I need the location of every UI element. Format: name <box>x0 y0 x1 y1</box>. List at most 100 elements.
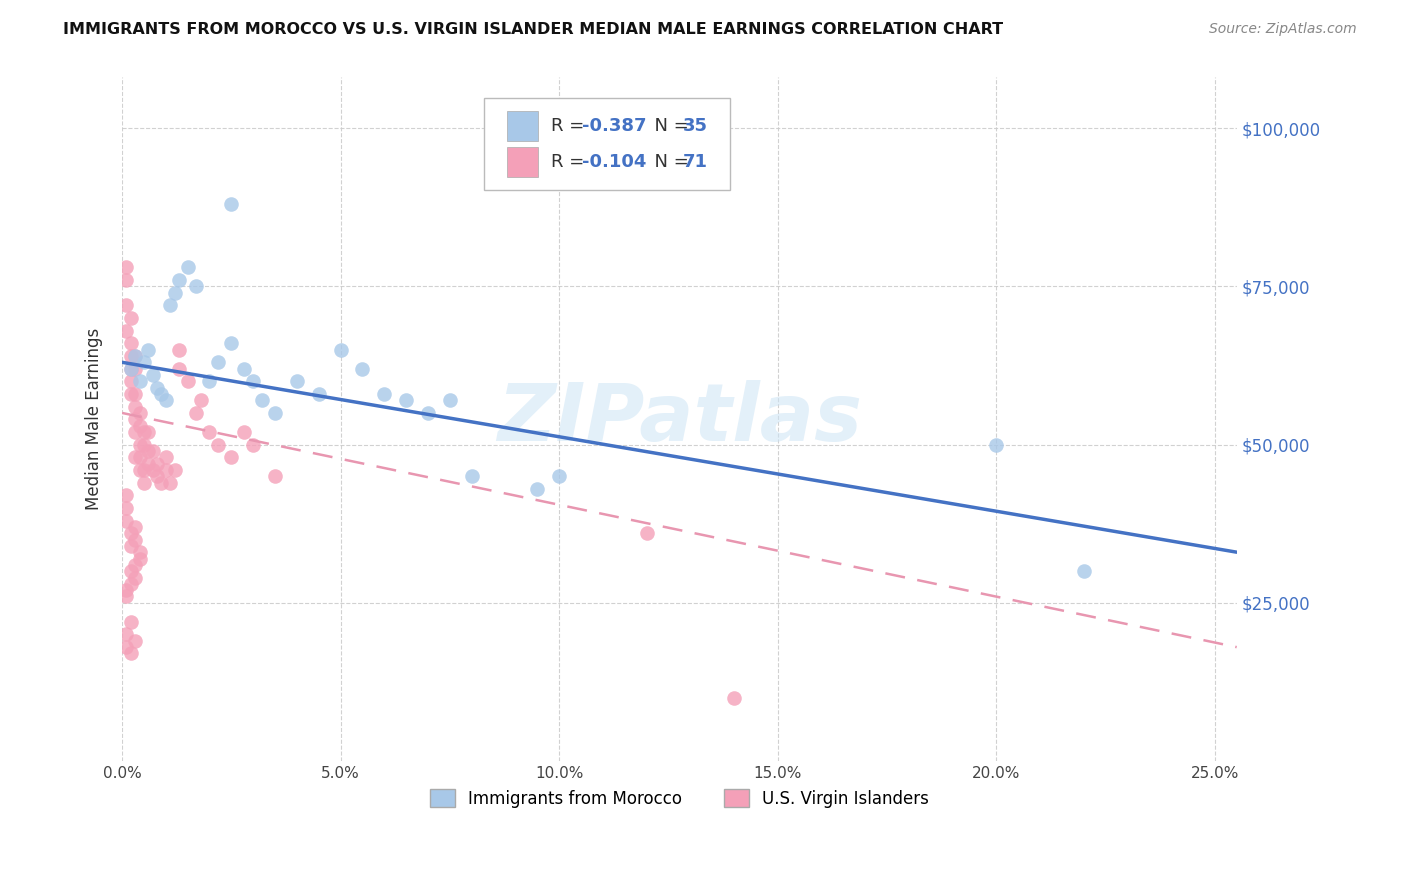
Point <box>352 361 374 376</box>
Point <box>986 437 1008 451</box>
Point <box>128 551 150 566</box>
Text: N =: N = <box>643 117 695 135</box>
Point <box>186 406 208 420</box>
Point <box>167 361 190 376</box>
Point <box>373 387 395 401</box>
Point <box>120 361 142 376</box>
Point <box>124 533 146 547</box>
Point <box>207 437 229 451</box>
Point <box>120 577 142 591</box>
Point <box>120 387 142 401</box>
Text: ZIPatlas: ZIPatlas <box>496 380 862 458</box>
Point <box>132 355 155 369</box>
Point <box>190 393 212 408</box>
Point <box>1073 564 1095 578</box>
Text: R =: R = <box>551 117 591 135</box>
Point <box>136 457 159 471</box>
Point <box>233 361 256 376</box>
Point <box>120 374 142 388</box>
Point <box>250 393 273 408</box>
Point <box>395 393 418 408</box>
Text: R =: R = <box>551 153 591 171</box>
Point <box>242 437 264 451</box>
Point <box>723 690 745 705</box>
Point <box>155 463 177 477</box>
Point <box>124 400 146 414</box>
Y-axis label: Median Male Earnings: Median Male Earnings <box>86 328 103 510</box>
Point <box>146 381 169 395</box>
Point <box>150 475 173 490</box>
Point <box>115 324 138 338</box>
Point <box>124 450 146 465</box>
Point <box>120 361 142 376</box>
Point <box>120 647 142 661</box>
Point <box>636 526 658 541</box>
Point <box>124 361 146 376</box>
Point <box>115 273 138 287</box>
Point <box>115 627 138 641</box>
Bar <box>506 111 538 141</box>
Point <box>221 450 243 465</box>
Point <box>176 374 198 388</box>
Point <box>159 475 181 490</box>
Point <box>167 343 190 357</box>
Point <box>115 298 138 312</box>
Point <box>155 393 177 408</box>
Point <box>264 406 287 420</box>
Point <box>124 412 146 426</box>
Point <box>198 425 221 439</box>
Point <box>124 570 146 584</box>
Point <box>142 463 165 477</box>
Point <box>329 343 352 357</box>
Point <box>115 488 138 502</box>
Point <box>120 526 142 541</box>
Point <box>548 469 571 483</box>
Point <box>163 285 186 300</box>
Point <box>120 349 142 363</box>
Point <box>132 475 155 490</box>
Point <box>136 343 159 357</box>
Point <box>233 425 256 439</box>
Point <box>115 640 138 654</box>
FancyBboxPatch shape <box>484 98 730 190</box>
Point <box>120 310 142 325</box>
Point <box>124 633 146 648</box>
Bar <box>506 147 538 178</box>
Text: 71: 71 <box>683 153 707 171</box>
Point <box>124 520 146 534</box>
Point <box>124 425 146 439</box>
Point <box>150 387 173 401</box>
Point <box>128 437 150 451</box>
Point <box>136 444 159 458</box>
Point <box>167 273 190 287</box>
Point <box>308 387 330 401</box>
Point <box>128 406 150 420</box>
Point <box>124 349 146 363</box>
Point <box>142 444 165 458</box>
Point <box>120 615 142 629</box>
Point <box>128 450 150 465</box>
Point <box>439 393 461 408</box>
Point <box>132 437 155 451</box>
Text: -0.104: -0.104 <box>582 153 647 171</box>
Point <box>115 583 138 598</box>
Point <box>176 260 198 275</box>
Point <box>124 387 146 401</box>
Point <box>163 463 186 477</box>
Point <box>120 564 142 578</box>
Point <box>155 450 177 465</box>
Point <box>124 558 146 572</box>
Point <box>115 500 138 515</box>
Point <box>159 298 181 312</box>
Point <box>128 545 150 559</box>
Point <box>198 374 221 388</box>
Point <box>115 590 138 604</box>
Text: N =: N = <box>643 153 695 171</box>
Point <box>120 336 142 351</box>
Point <box>142 368 165 382</box>
Point <box>124 349 146 363</box>
Point <box>132 463 155 477</box>
Point <box>128 374 150 388</box>
Point <box>132 425 155 439</box>
Point <box>416 406 439 420</box>
